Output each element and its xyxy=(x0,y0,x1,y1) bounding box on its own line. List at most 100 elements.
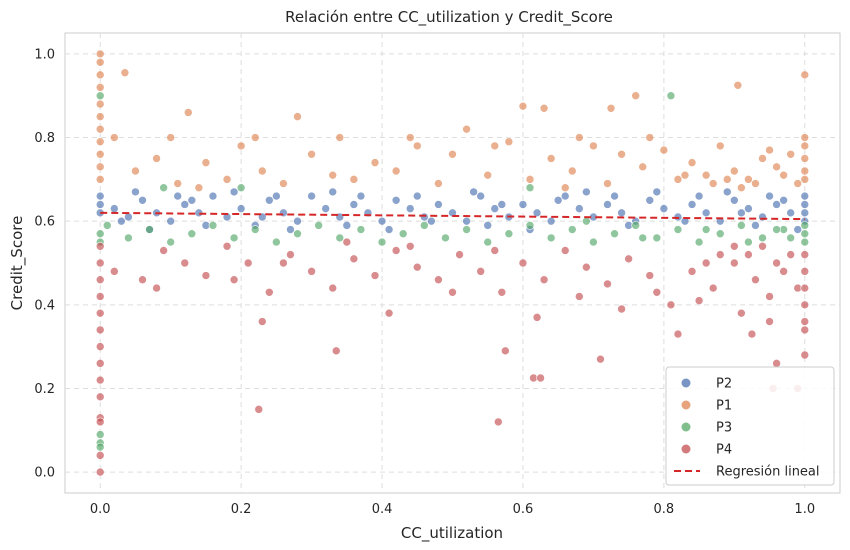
point-p2 xyxy=(293,216,302,226)
legend-label-p2: P2 xyxy=(716,377,732,392)
point-p4 xyxy=(412,262,422,272)
point-p2 xyxy=(124,212,133,222)
point-p4 xyxy=(180,258,190,268)
point-p1 xyxy=(779,170,788,180)
point-p4 xyxy=(582,262,591,272)
point-p2 xyxy=(490,204,500,213)
point-p2 xyxy=(307,191,316,201)
point-p1 xyxy=(518,101,528,111)
point-p4 xyxy=(95,359,105,368)
point-p2 xyxy=(645,195,655,205)
point-p2 xyxy=(187,195,197,205)
point-p3 xyxy=(356,225,366,234)
point-p4 xyxy=(265,287,274,297)
point-p4 xyxy=(434,275,443,285)
x-tick-label: 0.8 xyxy=(654,502,675,517)
point-p2 xyxy=(744,204,753,213)
point-p4 xyxy=(405,241,415,251)
point-p4 xyxy=(536,373,545,383)
point-p4 xyxy=(95,467,105,477)
point-p2 xyxy=(779,195,788,205)
point-p4 xyxy=(95,308,105,318)
point-p3 xyxy=(335,233,345,243)
point-p1 xyxy=(307,149,316,159)
point-p3 xyxy=(610,229,619,239)
point-p3 xyxy=(398,229,408,239)
point-p2 xyxy=(342,221,352,230)
x-tick-label: 0.4 xyxy=(372,502,393,517)
point-p3 xyxy=(546,233,556,243)
point-p1 xyxy=(279,179,288,188)
point-p1 xyxy=(800,154,810,163)
point-p2 xyxy=(617,208,626,218)
point-p1 xyxy=(800,166,810,176)
point-p1 xyxy=(708,179,718,188)
point-p3 xyxy=(462,225,471,234)
point-p3 xyxy=(293,229,302,239)
point-p4 xyxy=(391,246,401,255)
point-p1 xyxy=(462,124,471,134)
point-p2 xyxy=(180,200,190,209)
point-p4 xyxy=(575,292,584,301)
point-p3 xyxy=(631,221,640,230)
point-p3 xyxy=(652,233,662,243)
point-p2 xyxy=(765,191,774,201)
point-p2 xyxy=(110,204,119,213)
point-p4 xyxy=(95,275,105,285)
point-p1 xyxy=(617,149,626,159)
legend-label-regression: Regresión lineal xyxy=(716,465,820,480)
point-p2 xyxy=(737,208,746,218)
point-p3 xyxy=(229,233,239,243)
legend-label-p3: P3 xyxy=(716,421,732,436)
legend-marker-p2 xyxy=(681,378,691,388)
y-tick-label: 1.0 xyxy=(34,47,55,62)
point-p4 xyxy=(254,405,264,414)
point-p1 xyxy=(575,133,584,142)
point-p1 xyxy=(236,141,246,151)
point-p3 xyxy=(694,237,704,247)
point-p3 xyxy=(250,225,260,234)
point-p1 xyxy=(737,183,746,193)
point-p2 xyxy=(265,195,274,205)
point-p1 xyxy=(166,133,175,142)
point-p1 xyxy=(448,149,457,159)
y-tick-label: 0.4 xyxy=(34,298,55,313)
point-p1 xyxy=(645,133,655,142)
point-p1 xyxy=(800,70,810,80)
point-p4 xyxy=(617,304,626,314)
point-p2 xyxy=(553,195,563,205)
point-p3 xyxy=(159,183,168,193)
point-p2 xyxy=(349,200,359,209)
point-p3 xyxy=(786,233,795,243)
point-p4 xyxy=(715,250,725,259)
point-p1 xyxy=(131,166,140,176)
x-tick-label: 0.2 xyxy=(231,502,252,517)
point-p4 xyxy=(370,271,380,280)
point-p2 xyxy=(405,204,415,213)
point-p3 xyxy=(272,237,281,247)
point-p2 xyxy=(427,216,436,226)
point-p2 xyxy=(518,200,528,209)
point-p3 xyxy=(737,221,746,230)
point-p3 xyxy=(102,221,112,230)
point-p1 xyxy=(786,149,795,159)
point-p1 xyxy=(715,141,725,151)
point-p2 xyxy=(420,212,429,222)
point-p3 xyxy=(800,221,810,230)
point-p3 xyxy=(582,216,591,226)
point-p3 xyxy=(420,221,429,230)
data-points xyxy=(95,49,810,477)
point-p4 xyxy=(229,275,239,285)
point-p2 xyxy=(751,221,760,230)
point-p4 xyxy=(751,275,760,285)
point-p1 xyxy=(525,175,535,184)
x-axis-ticks: 0.0 0.2 0.4 0.6 0.8 1.0 xyxy=(90,502,815,517)
point-p4 xyxy=(779,267,788,276)
legend-marker-p3 xyxy=(681,422,691,432)
point-p1 xyxy=(483,170,493,180)
point-p4 xyxy=(645,271,655,280)
point-p1 xyxy=(95,49,105,59)
point-p1 xyxy=(183,108,193,117)
point-p4 xyxy=(384,308,394,318)
point-p1 xyxy=(370,158,380,167)
